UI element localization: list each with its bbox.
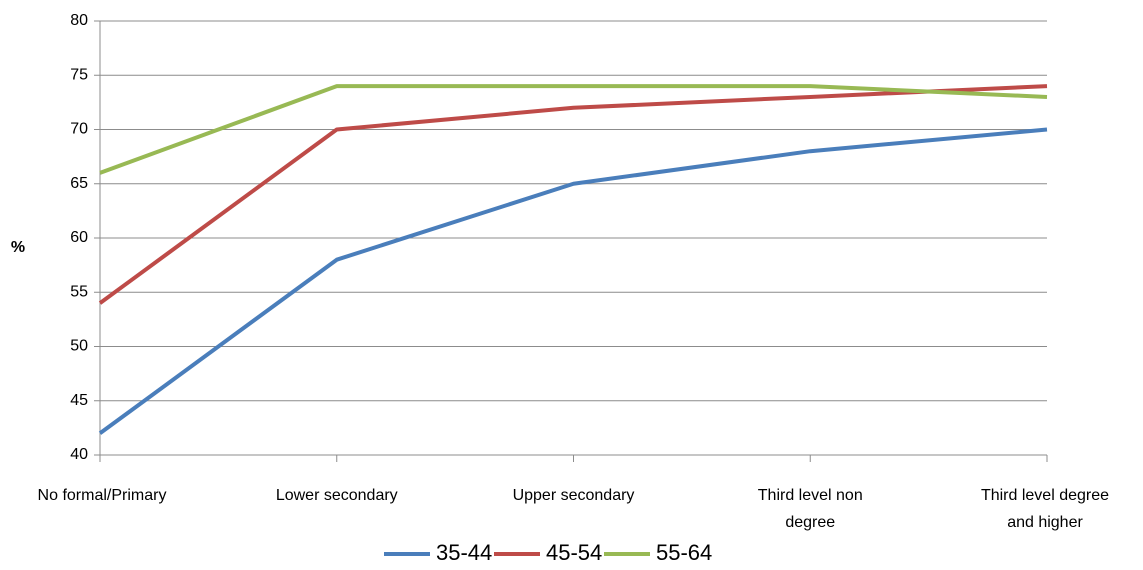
y-tick-label: 75: [70, 66, 88, 83]
legend-label: 35-44: [436, 540, 492, 565]
y-tick-label: 55: [70, 283, 88, 300]
x-tick-labels: No formal/Primary Lower secondary Upper se…: [38, 487, 1110, 531]
y-tick-label: 70: [70, 121, 88, 138]
y-tick-labels: 40 45 50 55 60 65 70 75 80: [70, 12, 88, 463]
x-tick-label: Lower secondary: [276, 487, 398, 504]
y-axis-label: %: [11, 239, 25, 256]
x-tick-label: degree: [785, 514, 835, 531]
y-tick-label: 60: [70, 229, 88, 246]
x-tick-label: Third level non: [758, 487, 863, 504]
y-tick-label: 40: [70, 446, 88, 463]
series-line-45-54: [98, 84, 1048, 305]
legend-label: 55-64: [656, 540, 712, 565]
series-line-35-44: [98, 127, 1048, 435]
series-lines: [98, 84, 1048, 435]
gridlines: [100, 20, 1047, 402]
y-tick-label: 65: [70, 175, 88, 192]
axes: [94, 20, 1048, 462]
x-tick-label: No formal/Primary: [38, 487, 167, 504]
x-tick-label: and higher: [1007, 514, 1083, 531]
y-tick-label: 50: [70, 338, 88, 355]
y-tick-label: 45: [70, 392, 88, 409]
x-tick-label: Third level degree: [981, 487, 1109, 504]
legend: 35-44 45-54 55-64: [384, 540, 712, 565]
y-tick-label: 80: [70, 12, 88, 29]
series-line-55-64: [99, 84, 1048, 175]
x-tick-label: Upper secondary: [513, 487, 635, 504]
legend-label: 45-54: [546, 540, 602, 565]
